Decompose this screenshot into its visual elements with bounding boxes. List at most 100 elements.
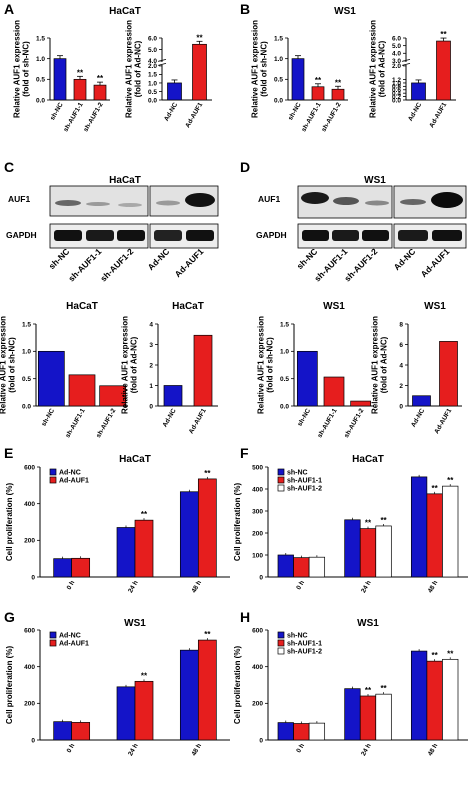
- y-tick-label: 400: [24, 664, 35, 671]
- y-axis-label: Relative AUF1 expression: [13, 20, 22, 118]
- bar: [116, 527, 136, 578]
- chart-title: HaCaT: [66, 301, 98, 312]
- band: [302, 230, 329, 241]
- y-tick-label: 0: [149, 403, 153, 410]
- bar: [71, 557, 91, 578]
- western-blot-c: HaCaT AUF1 GAPDH sh-NC sh-AUF1-1 sh-AUF1…: [6, 175, 219, 283]
- bar: [53, 58, 67, 101]
- bar: [192, 43, 207, 101]
- y-axis-label: Relative AUF1 expression: [0, 316, 8, 414]
- lane-label-ad-nc-d: Ad-NC: [392, 246, 418, 272]
- chart-d2: WS1 Relative AUF1 expression (fold of Ad-N…: [371, 301, 462, 435]
- y-tick-label: 1.0: [148, 80, 157, 87]
- significance-marker: **: [335, 78, 342, 87]
- x-tick-label: Ad-NC: [162, 407, 178, 428]
- y-tick-label: 200: [24, 701, 35, 708]
- chart-b1: Relative AUF1 expression (fold of sh-NC) 0…: [251, 20, 348, 133]
- legend-swatch: [277, 631, 285, 639]
- y-tick-label: 200: [252, 530, 263, 537]
- y-tick-label: 0.5: [22, 376, 31, 383]
- blot-label-gapdh-c: GAPDH: [6, 230, 37, 240]
- lane-label-sh-auf1-2-c: sh-AUF1-2: [98, 246, 135, 283]
- y-tick-label: 1.0: [392, 80, 401, 87]
- x-tick-label: 24 h: [360, 579, 373, 594]
- bar: [197, 478, 217, 578]
- bar: [344, 519, 361, 578]
- y-tick-label: 0.0: [280, 403, 289, 410]
- legend-label: sh-NC: [287, 633, 308, 640]
- x-tick-label: 48 h: [190, 742, 203, 757]
- legend-swatch: [277, 468, 285, 476]
- significance-marker: **: [204, 469, 211, 478]
- chart-h: WS1 Cell proliferation (%) 0 200 400 600 0 h **…: [233, 618, 468, 757]
- band: [55, 200, 81, 206]
- chart-title: HaCaT: [352, 454, 384, 465]
- band: [117, 230, 145, 241]
- y-axis-label: (fold of Ad-NC): [380, 336, 389, 393]
- bar: [331, 88, 345, 101]
- lane-label-sh-nc-c: sh-NC: [47, 246, 72, 271]
- chart-f: HaCaT Cell proliferation (%) 0 100 200 300 400…: [233, 454, 468, 594]
- bar: [442, 658, 459, 741]
- bar: [37, 350, 65, 407]
- y-tick-label: 0.0: [22, 403, 31, 410]
- bar: [308, 722, 326, 741]
- x-tick-label: sh-AUF1-2: [320, 101, 343, 133]
- band: [332, 230, 359, 241]
- bar: [359, 695, 377, 741]
- y-axis-label: Relative AUF1 expression: [251, 20, 260, 118]
- y-tick-label: 200: [252, 701, 263, 708]
- significance-marker: **: [440, 30, 447, 39]
- significance-marker: **: [380, 684, 387, 693]
- bar: [291, 58, 305, 101]
- axis-break: [159, 61, 165, 65]
- legend-swatch: [277, 484, 285, 492]
- x-tick-label: sh-AUF1-1: [300, 101, 323, 133]
- x-tick-label: 0 h: [66, 742, 77, 754]
- bar: [71, 722, 91, 741]
- chart-title: WS1: [357, 618, 379, 629]
- bar: [439, 341, 458, 407]
- axis-break-mark: [157, 63, 167, 66]
- y-axis-label: Relative AUF1 expression: [257, 316, 266, 414]
- y-tick-label: 0: [31, 574, 35, 581]
- chart-a1: Relative AUF1 expression (fold of sh-NC) 0…: [13, 20, 110, 133]
- bar: [134, 680, 154, 741]
- band: [185, 193, 215, 207]
- y-tick-label: 6.0: [148, 35, 157, 42]
- western-blot-d: WS1 AUF1 GAPDH sh-NC sh-AUF1-1 sh-AUF1-2…: [256, 175, 467, 283]
- y-tick-label: 5.0: [392, 43, 401, 50]
- chart-title: WS1: [424, 301, 446, 312]
- band: [86, 230, 114, 241]
- y-tick-label: 0: [259, 574, 263, 581]
- bar: [277, 722, 294, 741]
- y-axis-label: Cell proliferation (%): [233, 646, 242, 725]
- y-tick-label: 0: [31, 737, 35, 744]
- y-tick-label: 600: [24, 627, 35, 634]
- bar: [167, 82, 182, 101]
- band: [156, 200, 180, 206]
- y-tick-label: 0.0: [36, 97, 45, 104]
- y-tick-label: 2.0: [148, 63, 157, 70]
- bar: [179, 491, 199, 578]
- y-tick-label: 0.2: [392, 94, 401, 101]
- title-b: WS1: [334, 6, 356, 17]
- y-tick-label: 1.0: [280, 349, 289, 356]
- bar: [296, 350, 318, 407]
- legend-label: sh-AUF1-1: [287, 478, 322, 485]
- band: [118, 203, 142, 207]
- title-a: HaCaT: [109, 6, 141, 17]
- x-tick-label: Ad-NC: [410, 407, 426, 428]
- bar: [344, 688, 361, 741]
- x-tick-label: Ad-AUF1: [428, 101, 448, 129]
- chart-e: HaCaT Cell proliferation (%) 0 200 400 600 0 h…: [5, 454, 230, 594]
- legend-swatch: [49, 631, 57, 639]
- band: [186, 230, 214, 241]
- y-tick-label: 4.0: [392, 51, 401, 58]
- y-tick-label: 6: [399, 342, 403, 349]
- blot-label-gapdh-d: GAPDH: [256, 230, 287, 240]
- significance-marker: **: [447, 476, 454, 485]
- chart-title: WS1: [323, 301, 345, 312]
- y-axis-label: Relative AUF1 expression: [371, 316, 380, 414]
- y-tick-label: 8: [399, 321, 403, 328]
